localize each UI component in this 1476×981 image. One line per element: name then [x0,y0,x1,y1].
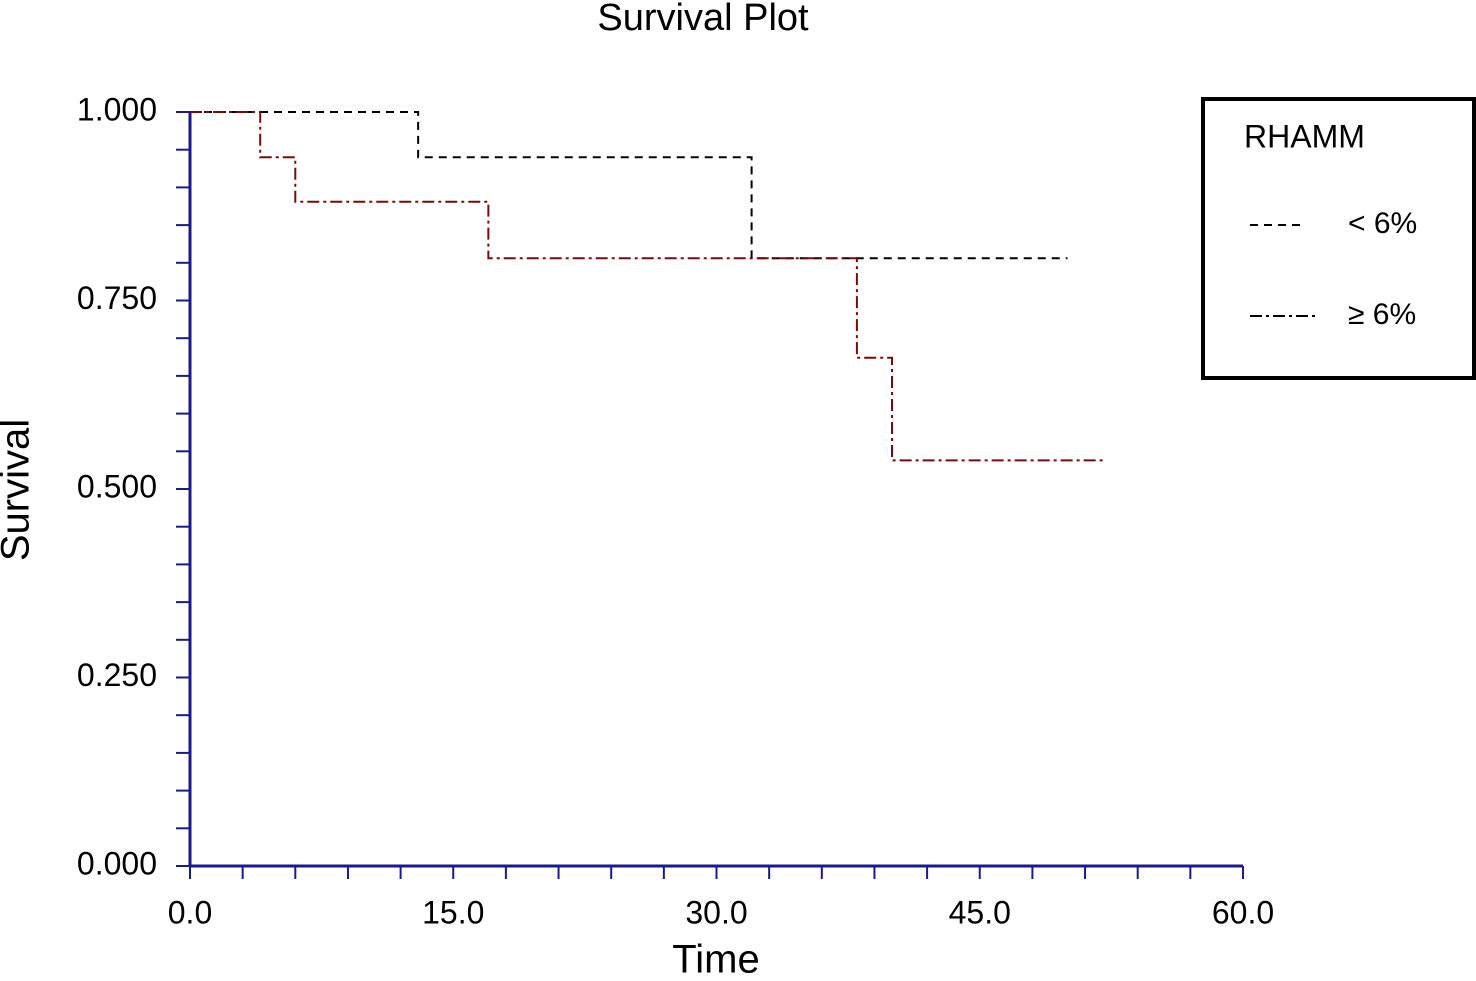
y-tick-label: 0.500 [77,468,157,504]
legend-title: RHAMM [1244,118,1365,154]
legend-label: < 6% [1348,207,1417,240]
x-tick-label: 0.0 [168,894,212,930]
x-tick-label: 45.0 [949,894,1011,930]
y-tick-label: 1.000 [77,91,157,127]
y-axis-title: Survival [0,419,38,561]
y-tick-label: 0.000 [77,845,157,881]
legend-label: ≥ 6% [1348,298,1416,331]
x-tick-label: 15.0 [422,894,484,930]
y-tick-label: 0.250 [77,657,157,693]
legend-box [1201,97,1476,380]
y-tick-label: 0.750 [77,280,157,316]
x-tick-label: 30.0 [685,894,747,930]
x-axis-title: Time [672,938,759,981]
x-tick-label: 60.0 [1212,894,1274,930]
survival-line [190,111,1068,260]
survival-line [190,111,1103,462]
chart-title: Survival Plot [597,0,809,39]
